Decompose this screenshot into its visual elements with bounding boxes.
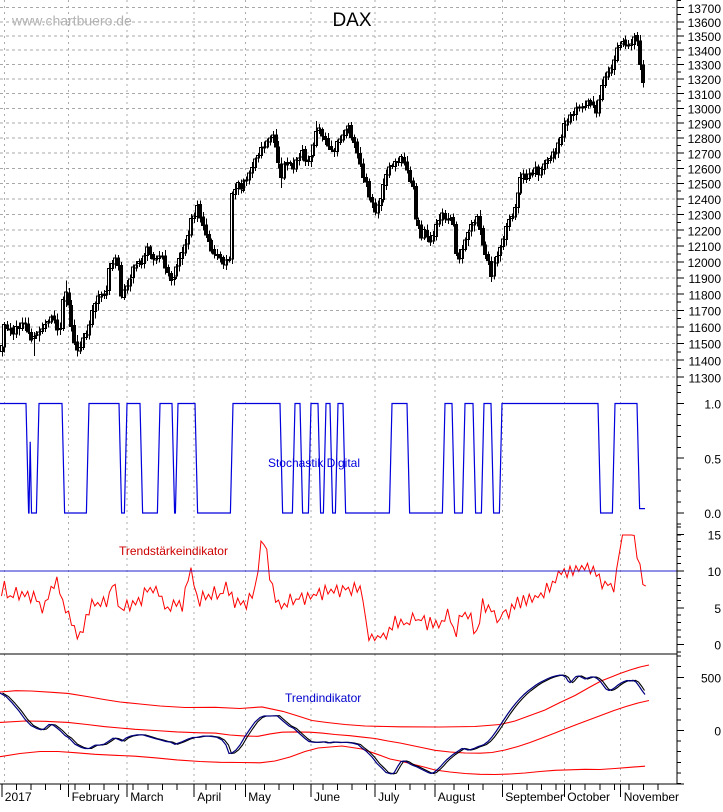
svg-text:April: April xyxy=(197,790,221,804)
svg-text:12600: 12600 xyxy=(688,163,722,177)
svg-text:13100: 13100 xyxy=(688,88,722,102)
svg-text:March: March xyxy=(130,790,163,804)
svg-text:2017: 2017 xyxy=(5,790,32,804)
svg-text:11500: 11500 xyxy=(689,338,722,352)
svg-text:12700: 12700 xyxy=(688,147,722,161)
svg-text:0: 0 xyxy=(714,639,721,653)
svg-text:11600: 11600 xyxy=(689,321,722,335)
svg-text:13500: 13500 xyxy=(688,30,722,44)
svg-text:12200: 12200 xyxy=(688,224,722,238)
svg-text:1.0: 1.0 xyxy=(704,398,721,412)
svg-text:August: August xyxy=(438,790,476,804)
svg-text:15: 15 xyxy=(708,529,722,543)
svg-text:0.5: 0.5 xyxy=(704,452,721,466)
svg-text:13000: 13000 xyxy=(688,103,722,117)
svg-text:13600: 13600 xyxy=(688,16,722,30)
svg-text:12300: 12300 xyxy=(688,209,722,223)
svg-text:June: June xyxy=(314,790,340,804)
svg-text:www.chartbuero.de: www.chartbuero.de xyxy=(11,13,132,29)
svg-text:13400: 13400 xyxy=(688,44,722,58)
svg-text:12800: 12800 xyxy=(688,132,722,146)
svg-text:12100: 12100 xyxy=(688,240,722,254)
svg-text:11900: 11900 xyxy=(689,272,722,286)
svg-text:12000: 12000 xyxy=(688,256,722,270)
svg-text:September: September xyxy=(505,790,564,804)
svg-text:11800: 11800 xyxy=(689,288,722,302)
svg-text:October: October xyxy=(567,790,610,804)
svg-text:13200: 13200 xyxy=(688,73,722,87)
svg-text:13300: 13300 xyxy=(688,59,722,73)
svg-text:Trendstärkeindikator: Trendstärkeindikator xyxy=(119,544,228,558)
svg-text:12400: 12400 xyxy=(688,193,722,207)
svg-text:11300: 11300 xyxy=(689,371,722,385)
svg-text:May: May xyxy=(248,790,271,804)
svg-text:11700: 11700 xyxy=(689,305,722,319)
svg-text:November: November xyxy=(624,790,679,804)
svg-text:February: February xyxy=(72,790,120,804)
svg-text:10: 10 xyxy=(708,565,722,579)
svg-text:12500: 12500 xyxy=(688,178,722,192)
svg-text:0.0: 0.0 xyxy=(704,507,721,521)
svg-text:13700: 13700 xyxy=(688,2,722,16)
svg-text:0: 0 xyxy=(714,725,721,739)
svg-text:Trendindikator: Trendindikator xyxy=(285,691,361,705)
svg-text:DAX: DAX xyxy=(332,10,371,31)
svg-text:11400: 11400 xyxy=(689,354,722,368)
svg-text:500: 500 xyxy=(701,672,721,686)
svg-text:Stochastik Digital: Stochastik Digital xyxy=(268,456,360,470)
svg-text:July: July xyxy=(378,790,399,804)
svg-text:5: 5 xyxy=(714,602,721,616)
svg-text:12900: 12900 xyxy=(688,117,722,131)
